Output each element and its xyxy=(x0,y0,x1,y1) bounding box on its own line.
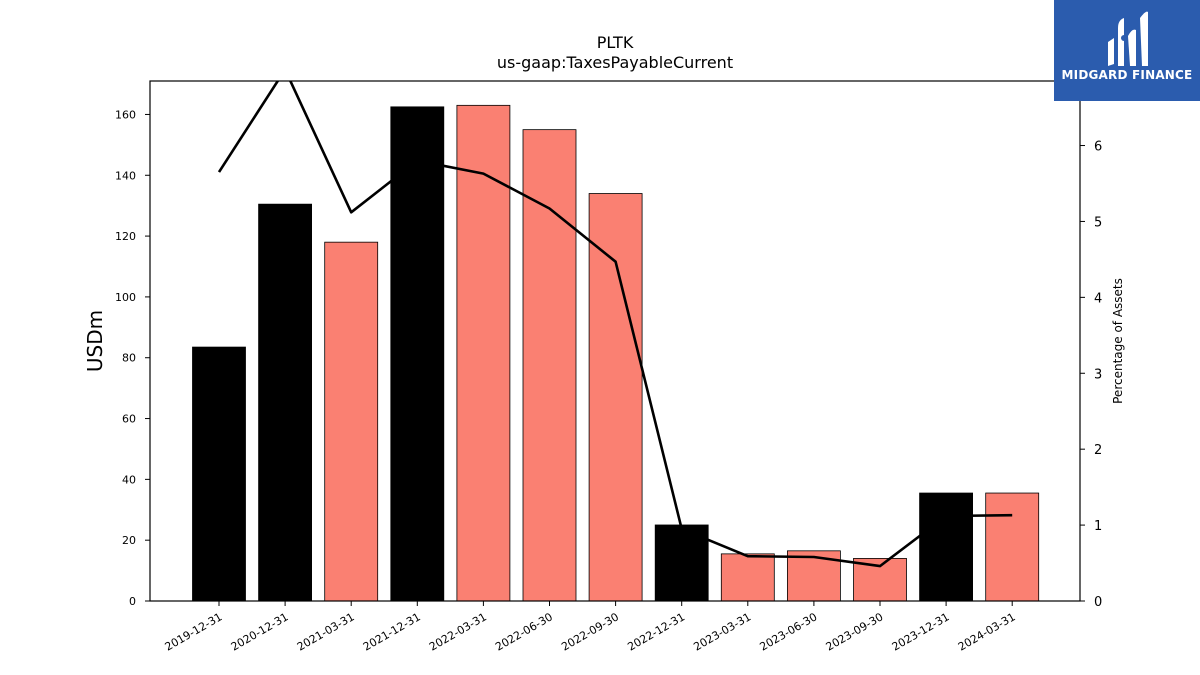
bar-2019-12-31 xyxy=(192,346,246,602)
x-tick-label: 2023-12-31 xyxy=(890,610,952,653)
bar-2023-03-31 xyxy=(720,553,775,602)
midgard-logo-icon xyxy=(1108,11,1148,67)
x-tick-label: 2022-06-30 xyxy=(493,610,555,653)
x-tick-label: 2023-06-30 xyxy=(758,610,820,653)
y2-tick-label: 6 xyxy=(1094,140,1102,155)
y-tick-label: 20 xyxy=(122,534,136,547)
y2-tick-label: 1 xyxy=(1094,519,1102,534)
right-axis: 0 1 2 3 4 5 6 xyxy=(1080,140,1102,610)
bar-2020-12-31 xyxy=(258,203,313,602)
y2-tick-label: 3 xyxy=(1094,367,1102,382)
left-axis: 0 20 40 60 80 100 120 140 160 xyxy=(115,108,150,608)
bar-2021-12-31 xyxy=(390,106,445,602)
bar-group xyxy=(192,104,1040,602)
y2-axis-label: Percentage of Assets xyxy=(1111,278,1125,404)
x-tick-label: 2021-12-31 xyxy=(361,610,423,653)
brand-logo: MIDGARD FINANCE xyxy=(1054,0,1200,101)
x-tick-label: 2024-03-31 xyxy=(956,610,1018,653)
bar-2022-03-31 xyxy=(456,104,511,602)
y2-tick-label: 5 xyxy=(1094,215,1102,230)
x-tick-label: 2023-09-30 xyxy=(824,610,886,653)
y-tick-label: 80 xyxy=(122,352,136,365)
x-tick-label: 2022-09-30 xyxy=(559,610,621,653)
y-tick-label: 60 xyxy=(122,413,136,426)
bar-2022-12-31 xyxy=(654,524,709,602)
y-tick-label: 100 xyxy=(115,291,136,304)
y-axis-label: USDm xyxy=(83,310,107,372)
x-tick-label: 2020-12-31 xyxy=(229,610,291,653)
x-tick-label: 2022-03-31 xyxy=(427,610,489,653)
bar-2024-03-31 xyxy=(985,492,1040,602)
x-tick-label: 2023-03-31 xyxy=(691,610,753,653)
percentage-line xyxy=(217,81,1013,568)
y-tick-label: 120 xyxy=(115,230,136,243)
y-tick-label: 0 xyxy=(129,595,136,608)
plot-frame xyxy=(149,80,1081,602)
line-layer xyxy=(217,81,1013,568)
logo-text: MIDGARD FINANCE xyxy=(1061,68,1193,82)
y2-tick-label: 2 xyxy=(1094,443,1102,458)
y2-tick-label: 4 xyxy=(1094,291,1102,306)
bar-2022-06-30 xyxy=(522,129,577,602)
x-axis: 2019-12-31 2020-12-31 2021-03-31 2021-12-31… xyxy=(163,601,1018,654)
bar-2023-12-31 xyxy=(919,492,973,602)
x-tick-label: 2021-03-31 xyxy=(295,610,357,653)
x-tick-label: 2022-12-31 xyxy=(625,610,687,653)
chart-subtitle: us-gaap:TaxesPayableCurrent xyxy=(497,53,733,72)
bar-2021-03-31 xyxy=(324,241,379,602)
y2-tick-label: 0 xyxy=(1094,595,1102,610)
y-tick-label: 160 xyxy=(115,108,136,121)
y-tick-label: 140 xyxy=(115,169,136,182)
bar-2022-09-30 xyxy=(588,193,643,602)
chart-title: PLTK xyxy=(597,33,634,52)
x-tick-label: 2019-12-31 xyxy=(163,610,225,653)
y-tick-label: 40 xyxy=(122,473,136,486)
